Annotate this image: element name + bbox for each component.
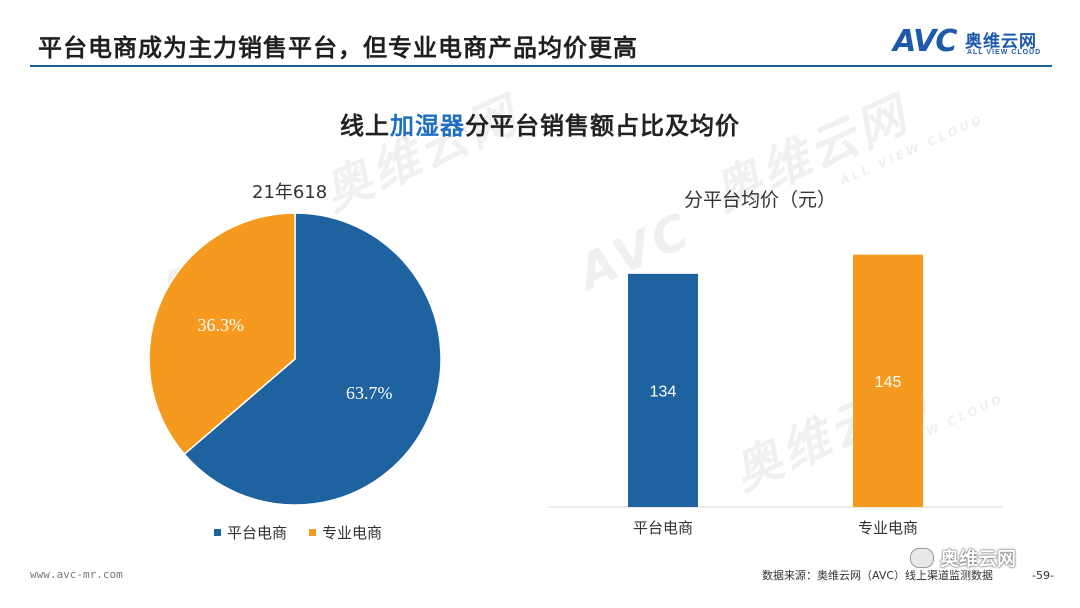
logo-cn-text: 奥维云网 (965, 32, 1037, 52)
title-divider (30, 65, 1052, 67)
wechat-icon (910, 547, 934, 568)
legend-label-platform: 平台电商 (227, 524, 288, 542)
bar-specialty (853, 254, 923, 507)
chart-heading-highlight: 加湿器 (390, 112, 465, 140)
bar-category-label-specialty: 专业电商 (858, 519, 918, 537)
pie-slice-specialty (148, 212, 296, 456)
bar-category-label-platform: 平台电商 (633, 519, 693, 537)
pie-legend: 平台电商 专业电商 (214, 522, 382, 543)
pie-slice-label-platform: 63.7% (346, 383, 393, 403)
footer-url: www.avc-mr.com (30, 568, 123, 581)
account-name: 奥维云网 (940, 548, 1017, 570)
page-title: 平台电商成为主力销售平台，但专业电商产品均价更高 (38, 34, 638, 62)
bar-chart-title: 分平台均价（元） (684, 189, 837, 211)
legend-item-specialty: 专业电商 (309, 522, 382, 543)
bar-value-label-platform: 134 (650, 383, 677, 400)
bar-platform (628, 273, 698, 507)
brand-logo: AVC 奥维云网 ALL VIEW CLOUD (893, 24, 1068, 62)
pie-slice-label-specialty: 36.3% (197, 315, 244, 335)
chart-heading: 线上加湿器分平台销售额占比及均价 (0, 106, 1080, 141)
legend-swatch-specialty (309, 529, 317, 536)
legend-swatch-platform (214, 529, 221, 536)
bar-value-label-specialty: 145 (875, 374, 902, 391)
pie-chart-title: 21年618 (252, 182, 328, 203)
chart-heading-after: 分平台销售额占比及均价 (465, 112, 740, 140)
footer-source: 数据来源：奥维云网（AVC）线上渠道监测数据 (762, 569, 994, 582)
legend-item-platform: 平台电商 (214, 522, 287, 543)
logo-mark: AVC (893, 24, 957, 59)
chart-heading-before: 线上 (340, 112, 390, 140)
page-number: -59- (1032, 569, 1054, 582)
legend-label-specialty: 专业电商 (322, 524, 383, 542)
pie-slice-platform (183, 212, 442, 506)
logo-en-text: ALL VIEW CLOUD (967, 49, 1042, 56)
account-watermark: 奥维云网 (910, 544, 1016, 571)
